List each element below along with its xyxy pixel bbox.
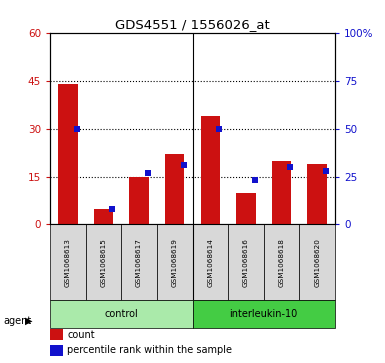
Bar bbox=[307, 164, 327, 224]
Text: interleukin-10: interleukin-10 bbox=[229, 309, 298, 319]
Bar bbox=[85, 224, 121, 300]
Bar bbox=[192, 224, 228, 300]
Text: GDS4551 / 1556026_at: GDS4551 / 1556026_at bbox=[115, 18, 270, 31]
Text: agent: agent bbox=[4, 316, 32, 326]
Bar bbox=[300, 224, 335, 300]
Text: GSM1068619: GSM1068619 bbox=[172, 238, 178, 287]
Bar bbox=[192, 300, 335, 328]
Bar bbox=[50, 329, 63, 340]
Bar bbox=[236, 192, 256, 224]
Bar bbox=[94, 208, 113, 224]
Bar bbox=[201, 116, 220, 224]
Bar bbox=[157, 224, 192, 300]
Bar bbox=[165, 154, 184, 224]
Text: percentile rank within the sample: percentile rank within the sample bbox=[67, 345, 232, 355]
Text: GSM1068616: GSM1068616 bbox=[243, 238, 249, 287]
Text: GSM1068617: GSM1068617 bbox=[136, 238, 142, 287]
Bar bbox=[228, 224, 264, 300]
Bar bbox=[50, 344, 63, 356]
Bar bbox=[129, 176, 149, 224]
Bar bbox=[58, 84, 78, 224]
Text: GSM1068615: GSM1068615 bbox=[100, 238, 107, 287]
Text: GSM1068618: GSM1068618 bbox=[278, 238, 285, 287]
Text: control: control bbox=[104, 309, 138, 319]
Bar bbox=[50, 300, 192, 328]
Text: GSM1068613: GSM1068613 bbox=[65, 238, 71, 287]
Bar bbox=[50, 224, 85, 300]
Bar bbox=[264, 224, 300, 300]
Text: count: count bbox=[67, 330, 95, 340]
Text: GSM1068614: GSM1068614 bbox=[207, 238, 213, 287]
Text: ▶: ▶ bbox=[25, 316, 32, 326]
Bar bbox=[272, 160, 291, 224]
Text: GSM1068620: GSM1068620 bbox=[314, 238, 320, 287]
Bar bbox=[121, 224, 157, 300]
